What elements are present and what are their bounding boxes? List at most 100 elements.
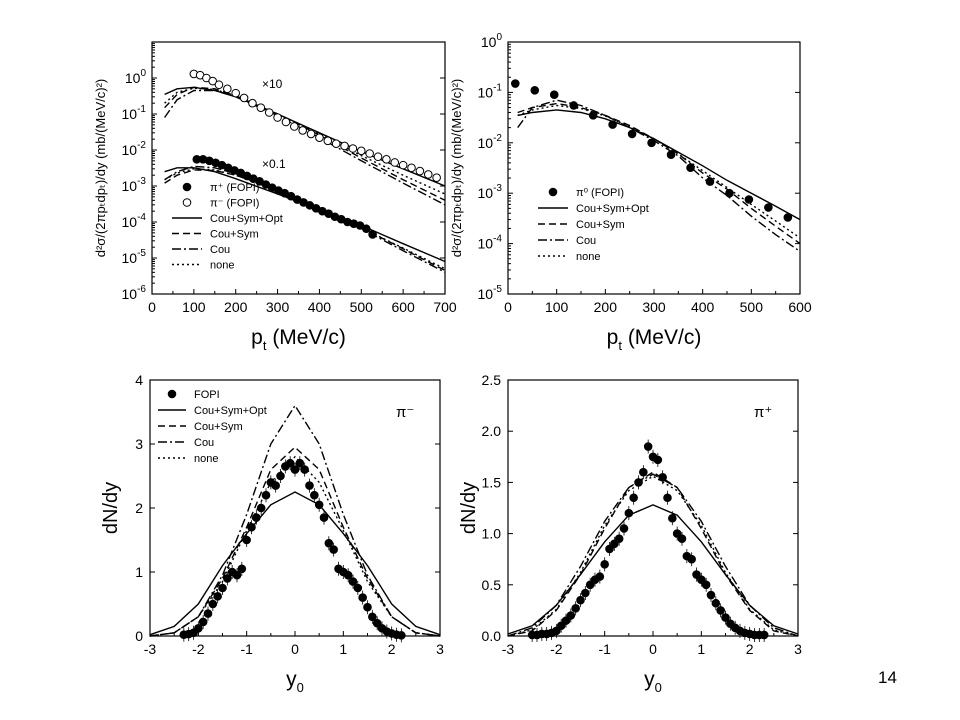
data-point	[203, 609, 213, 618]
data-point	[223, 84, 232, 94]
y-axis-label: dN/dy	[100, 482, 122, 534]
plot-frame	[507, 41, 801, 295]
legend-marker	[548, 187, 558, 197]
y-tick-label: 10-2	[478, 133, 503, 151]
data-point	[242, 535, 251, 545]
data-point	[561, 616, 571, 625]
data-point	[218, 583, 227, 593]
data-point	[237, 564, 247, 574]
x-tick-label: -3	[144, 641, 157, 657]
data-point	[619, 524, 629, 533]
data-point	[343, 570, 353, 580]
x-tick-label: -2	[192, 641, 205, 657]
data-point	[639, 467, 648, 477]
data-point	[687, 554, 696, 564]
x-tick-label: 3	[794, 641, 802, 657]
legend-entry: Cou	[210, 244, 230, 256]
series-line-dashdot	[149, 404, 441, 637]
x-tick-label: 3	[436, 641, 444, 657]
legend-entry: FOPI	[194, 389, 220, 401]
data-point	[315, 133, 324, 142]
series-line-solid	[149, 491, 441, 636]
data-point	[624, 508, 634, 518]
data-point	[407, 163, 416, 173]
legend-entry: Cou+Sym	[576, 219, 625, 231]
data-point	[368, 230, 377, 239]
data-point	[323, 136, 333, 146]
data-point	[610, 539, 619, 549]
legend-entry: Cou+Sym+Opt	[576, 203, 649, 215]
data-point	[511, 79, 520, 88]
data-point	[198, 617, 208, 627]
data-point	[744, 195, 754, 204]
data-point	[239, 93, 249, 103]
y-tick-label: 100	[125, 68, 147, 86]
data-point	[331, 139, 341, 148]
legend-entry: none	[194, 453, 218, 465]
data-point	[273, 113, 282, 122]
data-point	[329, 545, 338, 554]
data-point	[764, 203, 773, 212]
data-point	[697, 575, 706, 584]
x-axis-label: pt (MeV/c)	[251, 326, 346, 353]
y-tick-label: 1	[135, 564, 143, 580]
data-point	[363, 602, 372, 612]
data-point	[585, 580, 595, 590]
data-point	[634, 478, 643, 487]
data-point	[362, 224, 371, 234]
data-point	[552, 626, 561, 636]
x-tick-label: 600	[391, 299, 415, 315]
data-point	[549, 90, 559, 100]
data-point	[716, 606, 725, 615]
data-point	[614, 534, 624, 544]
data-point	[261, 490, 271, 500]
data-point	[629, 493, 638, 503]
y-tick-label: 3	[135, 436, 143, 452]
legend-entry: Cou+Sym	[194, 421, 243, 433]
data-point	[608, 120, 617, 129]
data-point	[365, 149, 374, 158]
y-axis-label: d²σ/(2πpₜdpₜ)/dy (mb/(MeV/c)²)	[93, 79, 108, 258]
data-point	[672, 529, 682, 538]
data-point	[276, 471, 285, 481]
x-tick-label: 2	[388, 641, 396, 657]
x-tick-label: 300	[266, 299, 290, 315]
data-point	[666, 150, 676, 160]
x-tick-label: 600	[788, 299, 812, 315]
data-point	[358, 593, 367, 602]
data-point	[300, 465, 309, 474]
data-point	[390, 158, 400, 167]
legend-entry: π⁰ (FOPI)	[576, 187, 624, 199]
legend-entry: Cou+Sym+Opt	[210, 213, 283, 225]
data-point	[256, 103, 266, 112]
x-axis-label: y0	[644, 668, 662, 695]
x-tick-label: -1	[240, 641, 253, 657]
data-point	[256, 503, 266, 513]
data-point	[658, 472, 667, 482]
series-line-dotted	[164, 87, 446, 195]
data-point	[605, 544, 614, 554]
x-tick-label: 500	[740, 299, 764, 315]
data-point	[692, 570, 701, 579]
data-point	[252, 513, 261, 522]
series-line-dashdot	[164, 89, 446, 206]
data-point	[310, 490, 319, 500]
data-point	[353, 583, 363, 593]
data-point	[701, 580, 711, 590]
data-point	[595, 572, 605, 581]
legend-entry: Cou+Sym+Opt	[194, 405, 267, 417]
x-tick-label: 0	[148, 299, 156, 315]
y-tick-label: 2.0	[482, 423, 502, 439]
data-point	[566, 611, 576, 620]
y-tick-label: 100	[481, 32, 503, 50]
x-tick-label: 200	[224, 299, 248, 315]
data-point	[600, 560, 609, 569]
x-tick-label: 0	[649, 641, 657, 657]
data-point	[653, 455, 663, 465]
annotation: π⁻	[396, 404, 414, 421]
data-point	[324, 538, 334, 548]
series-line-dashed	[164, 169, 446, 272]
data-point	[686, 163, 695, 173]
y-tick-label: 1.5	[482, 474, 502, 490]
